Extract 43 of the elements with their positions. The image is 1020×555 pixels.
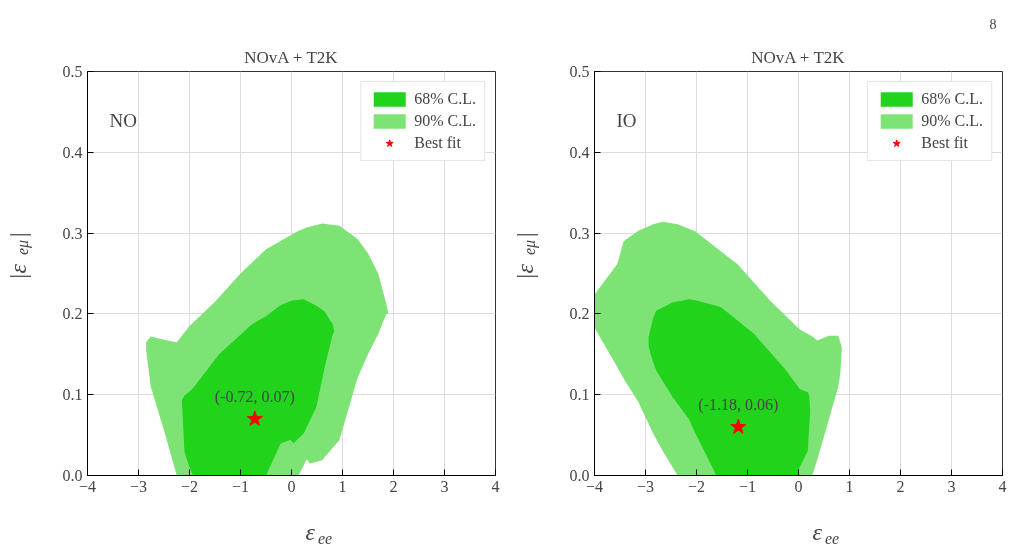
y-tick-label: 0.3 [62,224,83,242]
annotation: NO [109,109,137,131]
y-tick-label: 0.2 [569,305,590,323]
y-tick-label: 0.4 [62,143,83,161]
x-tick-label: −1 [231,477,250,495]
chart-title: NOvA + T2K [751,47,846,67]
y-tick-label: 0.1 [62,386,83,404]
x-tick-label: 4 [491,477,500,495]
y-axis-title: |εeμ| [4,231,32,281]
x-tick-label: 4 [998,477,1007,495]
x-tick-label: 1 [845,477,854,495]
y-tick-label: 0.2 [62,305,83,323]
y-tick-label: 0.3 [569,224,590,242]
chart-title: NOvA + T2K [244,47,339,67]
x-tick-label: −2 [687,477,706,495]
x-tick-label: 3 [440,477,449,495]
x-tick-label: −2 [180,477,199,495]
y-tick-label: 0.5 [569,63,590,80]
x-tick-label: −3 [636,477,655,495]
legend-label: Best fit [921,134,968,152]
x-tick-label: 2 [896,477,905,495]
x-tick-label: 0 [287,477,296,495]
y-tick-label: 0.0 [62,467,83,484]
y-axis-title: |εeμ| [511,231,539,281]
x-tick-label: −3 [129,477,148,495]
x-tick-label: −1 [738,477,757,495]
x-tick-label: 0 [794,477,803,495]
x-tick-label: 3 [947,477,956,495]
x-tick-label: 2 [389,477,398,495]
legend-label: 68% C.L. [921,90,983,108]
y-tick-label: 0.4 [569,143,590,161]
legend-label: 68% C.L. [414,90,476,108]
annotation: IO [616,109,637,131]
annotation: (-0.72, 0.07) [214,387,295,406]
legend-label: 90% C.L. [921,112,983,130]
y-tick-label: 0.1 [569,386,590,404]
annotation: (-1.18, 0.06) [698,396,779,415]
text: 8 [989,16,997,32]
y-tick-label: 0.5 [62,63,83,80]
legend-label: Best fit [414,134,461,152]
x-tick-label: 1 [338,477,347,495]
y-tick-label: 0.0 [569,467,590,484]
legend-label: 90% C.L. [414,112,476,130]
